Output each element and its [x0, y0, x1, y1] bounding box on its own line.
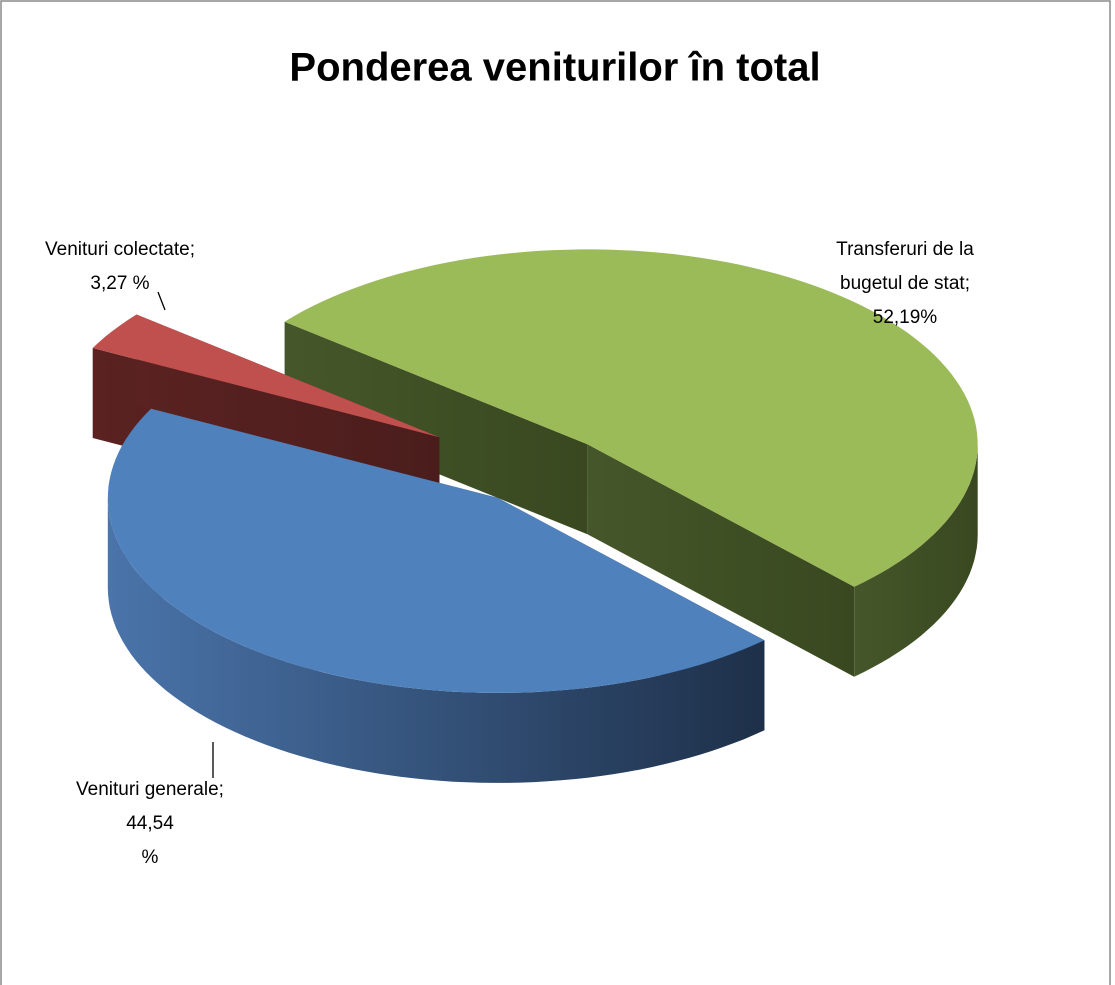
data-label: Transferuri de la bugetul de stat ; 52,19% [836, 239, 974, 328]
slice [92, 314, 440, 438]
category-label: Venituri colectate [45, 239, 190, 260]
chart-title: Ponderea veniturilor în total [289, 46, 820, 90]
slice [284, 249, 978, 587]
slice-side [107, 497, 765, 783]
label-separator: ; [965, 273, 970, 294]
category-label: Venituri generale [76, 779, 219, 800]
data-label: Venituri generale ; 44,54% [76, 779, 224, 868]
slice-wall [587, 444, 855, 677]
pie [92, 249, 978, 783]
label-separator: ; [219, 779, 224, 800]
slice [107, 408, 765, 693]
slice-side [854, 444, 978, 677]
value-label: 44,54% [126, 813, 174, 868]
label-separator: ; [190, 239, 195, 260]
category-label: Transferuri de la bugetul de stat [836, 239, 974, 294]
labels: Transferuri de la bugetul de stat ; 52,19% V… [45, 239, 974, 868]
value-label: 52,19% [873, 307, 938, 328]
slice-wall [284, 321, 588, 535]
value-label: 3,27 % [90, 273, 149, 294]
leader-line [157, 291, 166, 311]
data-label: Venituri colectate ; 3,27 % [45, 239, 195, 294]
